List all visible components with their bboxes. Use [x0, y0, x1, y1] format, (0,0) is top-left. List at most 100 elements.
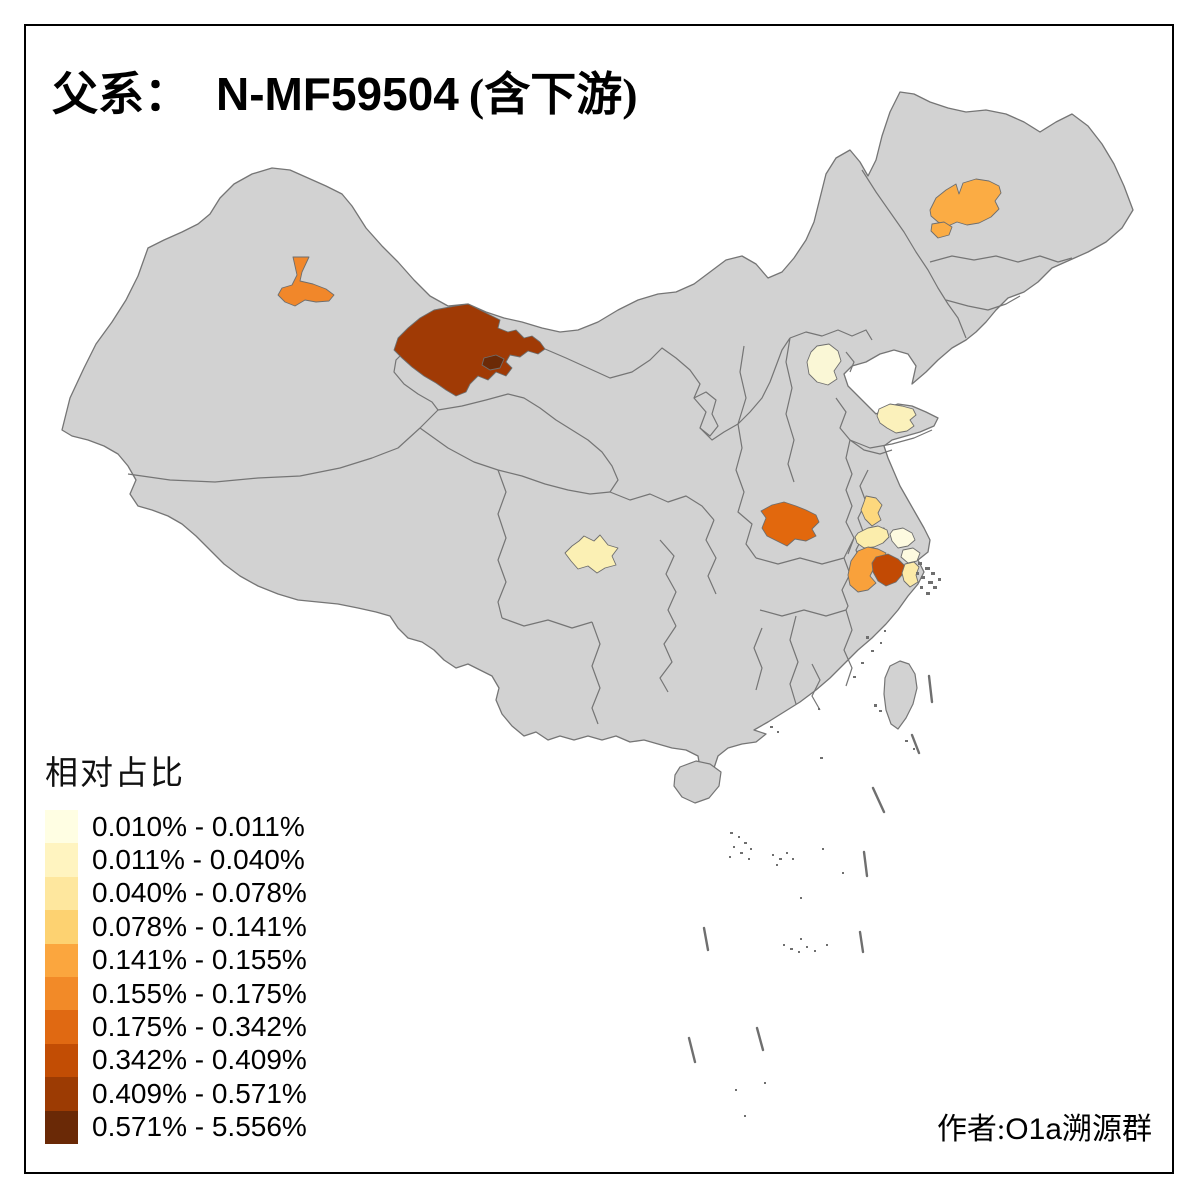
- legend-row: 0.040% - 0.078%: [45, 876, 307, 911]
- islet-speck: [874, 704, 877, 707]
- islet-speck: [730, 832, 733, 834]
- islet-speck: [916, 572, 919, 575]
- hainan-island: [673, 760, 722, 804]
- region-shandong-peninsula: [876, 403, 917, 434]
- islet-speck: [770, 726, 773, 728]
- province-border-line: [945, 295, 1021, 311]
- legend-row: 0.010% - 0.011%: [45, 810, 307, 844]
- taiwan-island: [883, 660, 918, 730]
- islet-speck: [806, 946, 808, 948]
- islet-speck: [786, 852, 788, 854]
- province-border-line: [849, 439, 893, 455]
- islet-speck: [931, 572, 935, 575]
- region-xinjiang-north-orange: [277, 256, 335, 307]
- islet-speck: [871, 650, 874, 652]
- region-sichuan-center: [564, 534, 619, 574]
- islet-speck: [783, 944, 785, 946]
- province-border-line: [544, 337, 791, 441]
- legend-rows: 0.010% - 0.011% 0.011% - 0.040% 0.040% - 0…: [45, 810, 307, 1144]
- legend-row: 0.078% - 0.141%: [45, 910, 307, 944]
- islet-speck: [729, 856, 731, 858]
- province-border-line: [497, 469, 507, 619]
- sea-boundary-dashes: [687, 674, 934, 1064]
- islet-speck: [880, 642, 882, 644]
- legend-color-swatch: [45, 910, 78, 944]
- islet-speck: [866, 636, 869, 639]
- islet-speck: [921, 576, 925, 579]
- legend-color-swatch: [45, 943, 78, 977]
- islet-speck: [918, 562, 922, 565]
- province-border-line: [437, 393, 619, 493]
- province-border-line: [789, 329, 873, 341]
- islet-speck: [735, 1089, 737, 1091]
- islet-speck: [776, 864, 778, 866]
- islet-speck: [738, 836, 740, 838]
- islet-speck: [744, 1115, 746, 1117]
- islet-speck: [920, 586, 923, 589]
- islet-speck: [818, 708, 820, 710]
- small-islands: [729, 562, 941, 1117]
- legend-range-label: 0.409% - 0.571%: [92, 1077, 307, 1109]
- islet-speck: [733, 846, 735, 848]
- province-border-line: [419, 427, 611, 495]
- legend-range-label: 0.155% - 0.175%: [92, 977, 307, 1009]
- province-border-line: [845, 351, 855, 373]
- islet-speck: [913, 748, 915, 750]
- sea-boundary-dash: [927, 674, 934, 704]
- islet-speck: [790, 948, 793, 950]
- region-gansu-west-small-dark: [481, 354, 505, 371]
- mainland-landmass: [61, 91, 1134, 804]
- region-shanghai-cream: [900, 547, 921, 564]
- sea-boundary-dash: [871, 786, 886, 814]
- legend-title: 相对占比: [45, 756, 185, 792]
- legend-row: 0.011% - 0.040%: [45, 843, 307, 877]
- islet-speck: [792, 858, 794, 860]
- islet-speck: [938, 578, 941, 581]
- region-jiangsu-coast: [860, 495, 883, 527]
- islet-speck: [926, 592, 930, 595]
- province-border-line: [855, 469, 869, 567]
- islet-speck: [861, 662, 864, 664]
- region-heilongjiang-west-small: [930, 221, 953, 239]
- province-border-line: [705, 519, 717, 595]
- islet-speck: [814, 950, 816, 952]
- islet-speck: [764, 1082, 766, 1084]
- sea-boundary-dash: [862, 850, 869, 878]
- sea-boundary-dash: [687, 1036, 697, 1064]
- province-border-line: [693, 391, 719, 437]
- province-border-line: [835, 397, 933, 449]
- islet-speck: [925, 567, 930, 570]
- legend-row: 0.155% - 0.175%: [45, 976, 307, 1011]
- attribution: 作者:O1a溯源群: [937, 1104, 1152, 1148]
- sea-boundary-dash: [858, 930, 865, 954]
- attribution-author-label: 作者:: [936, 1113, 1006, 1146]
- province-border-line: [841, 557, 851, 611]
- islet-speck: [740, 852, 743, 854]
- legend-range-label: 0.010% - 0.011%: [92, 810, 305, 842]
- islet-speck: [822, 848, 824, 850]
- legend-row: 0.141% - 0.155%: [45, 943, 307, 977]
- legend-range-label: 0.175% - 0.342%: [92, 1011, 307, 1043]
- islet-speck: [820, 757, 823, 759]
- china-mainland: [61, 91, 1134, 777]
- province-border-line: [759, 609, 847, 617]
- province-border-line: [501, 617, 593, 629]
- legend-range-label: 0.571% - 5.556%: [92, 1111, 307, 1143]
- islet-speck: [826, 944, 828, 946]
- sea-boundary-dash: [910, 733, 921, 755]
- islet-speck: [777, 731, 779, 733]
- sea-boundary-dash: [702, 926, 710, 952]
- region-gansu-west-large: [393, 303, 546, 397]
- province-border-line: [659, 625, 677, 693]
- islet-speck: [928, 581, 933, 584]
- legend-color-swatch: [45, 976, 78, 1011]
- islet-speck: [800, 938, 802, 940]
- islet-speck: [779, 858, 782, 860]
- title-paternal-lineage-label: 父系：: [52, 69, 190, 120]
- islet-speck: [750, 848, 752, 850]
- region-zhejiang-east-pale: [901, 561, 920, 588]
- islet-speck: [879, 710, 882, 712]
- legend-range-label: 0.011% - 0.040%: [92, 844, 305, 876]
